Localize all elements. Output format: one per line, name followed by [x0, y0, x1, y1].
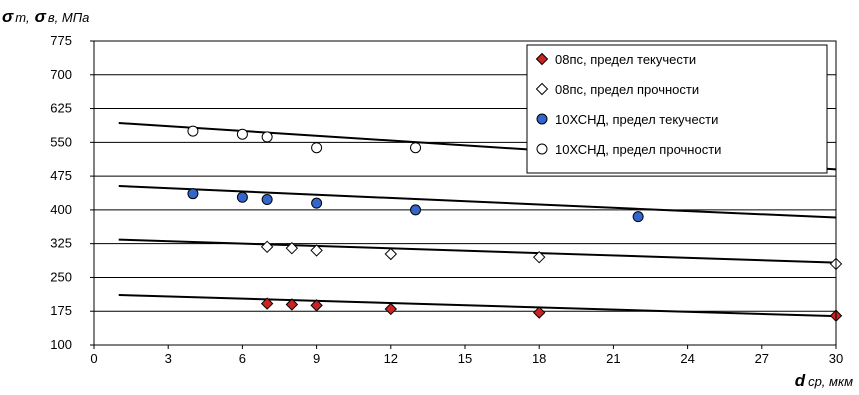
y-axis-title: σ т, σ в, МПа: [2, 7, 89, 26]
data-point: [262, 195, 272, 205]
y-symbol-2: σ: [35, 7, 47, 26]
y-tick-label: 325: [50, 236, 72, 251]
data-point: [312, 198, 322, 208]
legend-label: 10ХСНД, предел текучести: [555, 112, 718, 127]
data-point: [237, 129, 247, 139]
x-tick-label: 6: [239, 351, 246, 366]
data-point: [237, 192, 247, 202]
legend-marker: [537, 144, 547, 154]
data-point: [312, 143, 322, 153]
x-axis-title: d ср, мкм: [795, 371, 853, 390]
y-tick-label: 475: [50, 168, 72, 183]
x-tick-label: 0: [90, 351, 97, 366]
y-tick-label: 250: [50, 269, 72, 284]
data-point: [262, 132, 272, 142]
y-symbol-1: σ: [2, 7, 14, 26]
y-axis-title-text: σ т, σ в, МПа: [2, 7, 89, 26]
legend-label: 10ХСНД, предел прочности: [555, 142, 721, 157]
data-point: [188, 126, 198, 136]
y-tick-label: 175: [50, 303, 72, 318]
legend-marker: [537, 114, 547, 124]
y-tick-label: 100: [50, 337, 72, 352]
x-tick-label: 27: [755, 351, 769, 366]
y-tick-label: 700: [50, 67, 72, 82]
y-tick-label: 625: [50, 101, 72, 116]
x-tick-label: 9: [313, 351, 320, 366]
x-tick-label: 21: [606, 351, 620, 366]
y-subscript-2: в, МПа: [48, 10, 90, 25]
x-symbol: d: [795, 371, 806, 390]
x-subscript: ср, мкм: [808, 374, 853, 389]
y-subscript-1: т,: [15, 10, 29, 25]
data-point: [411, 205, 421, 215]
x-tick-label: 12: [384, 351, 398, 366]
x-tick-label: 3: [165, 351, 172, 366]
legend: 08пс, предел текучести 08пс, предел прочн…: [527, 45, 827, 173]
data-point: [411, 143, 421, 153]
y-tick-label: 400: [50, 202, 72, 217]
x-tick-label: 15: [458, 351, 472, 366]
data-point: [188, 189, 198, 199]
y-tick-label: 550: [50, 134, 72, 149]
legend-label: 08пс, предел прочности: [555, 82, 699, 97]
data-point: [633, 212, 643, 222]
x-axis-title-text: d ср, мкм: [795, 371, 853, 390]
x-tick-label: 30: [829, 351, 843, 366]
y-tick-label: 775: [50, 33, 72, 48]
legend-label: 08пс, предел текучести: [555, 52, 696, 67]
x-tick-label: 24: [680, 351, 694, 366]
x-tick-label: 18: [532, 351, 546, 366]
